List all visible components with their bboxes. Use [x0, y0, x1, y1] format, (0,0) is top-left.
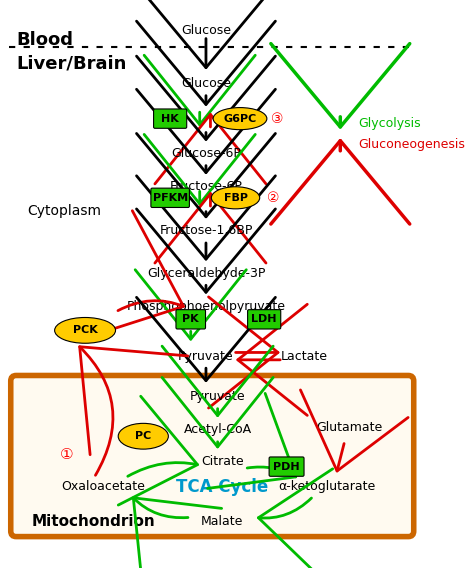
FancyBboxPatch shape: [154, 109, 187, 128]
Text: Citrate: Citrate: [201, 454, 244, 467]
Text: ③: ③: [271, 112, 284, 126]
Ellipse shape: [55, 318, 116, 343]
Text: Mitochondrion: Mitochondrion: [31, 515, 155, 529]
Text: ②: ②: [267, 191, 279, 205]
Text: LDH: LDH: [251, 314, 277, 324]
Text: FBP: FBP: [224, 193, 247, 203]
Ellipse shape: [211, 187, 260, 209]
Text: PC: PC: [135, 431, 151, 441]
FancyBboxPatch shape: [269, 457, 304, 477]
Text: Glycolysis: Glycolysis: [358, 117, 421, 130]
Text: Glyceraldehyde-3P: Glyceraldehyde-3P: [147, 267, 265, 280]
Text: PFKM: PFKM: [153, 193, 188, 203]
Text: PK: PK: [182, 314, 199, 324]
Text: Oxaloacetate: Oxaloacetate: [61, 481, 145, 494]
Text: Fructose-1,6BP: Fructose-1,6BP: [159, 224, 253, 237]
Ellipse shape: [213, 107, 267, 130]
Text: Pyruvate: Pyruvate: [190, 390, 246, 403]
Text: Cytoplasm: Cytoplasm: [27, 204, 101, 218]
Text: Gluconeogenesis: Gluconeogenesis: [358, 138, 465, 151]
FancyBboxPatch shape: [151, 188, 190, 207]
Text: TCA Cycle: TCA Cycle: [176, 478, 268, 496]
Ellipse shape: [118, 423, 168, 449]
Text: Lactate: Lactate: [281, 350, 328, 362]
Text: Glutamate: Glutamate: [316, 420, 383, 433]
Text: α-ketoglutarate: α-ketoglutarate: [278, 481, 375, 494]
Text: Glucose: Glucose: [181, 77, 231, 90]
Text: Fructose-6P: Fructose-6P: [170, 180, 242, 193]
FancyBboxPatch shape: [11, 375, 414, 537]
Text: G6PC: G6PC: [223, 114, 256, 124]
Text: PCK: PCK: [73, 325, 98, 335]
Text: Blood: Blood: [16, 31, 73, 49]
Text: Acetyl-CoA: Acetyl-CoA: [183, 423, 252, 436]
Text: Phosphophoenolpyruvate: Phosphophoenolpyruvate: [127, 300, 285, 313]
Text: Glucose: Glucose: [181, 24, 231, 37]
Text: Pyruvate: Pyruvate: [178, 350, 234, 362]
Text: Malate: Malate: [201, 515, 243, 528]
Text: ①: ①: [60, 447, 74, 462]
Text: HK: HK: [161, 114, 179, 124]
Text: Glucose-6P: Glucose-6P: [171, 147, 241, 160]
Text: PDH: PDH: [273, 462, 300, 471]
FancyBboxPatch shape: [247, 310, 281, 329]
FancyBboxPatch shape: [176, 310, 206, 329]
Text: Liver/Brain: Liver/Brain: [16, 55, 127, 72]
